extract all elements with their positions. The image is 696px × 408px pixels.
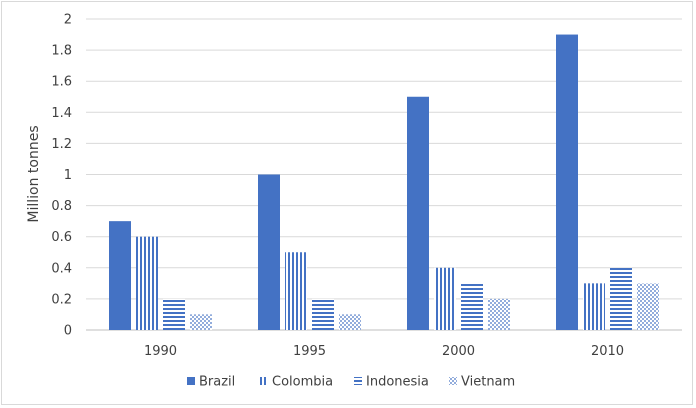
y-tick-label: 0.2: [51, 292, 72, 307]
legend: Brazil Colombia Indonesia Vietnam: [187, 375, 515, 390]
bar-brazil-1990: [109, 221, 131, 330]
bar-colombia-2010: [583, 283, 605, 330]
y-tick-label: 0.4: [51, 261, 72, 276]
y-tick-label: 0.6: [51, 230, 72, 245]
y-tick-label: 1.2: [51, 137, 72, 152]
legend-swatch-indonesia: [354, 377, 362, 385]
x-tick-label: 1995: [293, 344, 326, 359]
bar-brazil-2000: [407, 96, 429, 330]
y-tick-label: 1: [64, 168, 72, 183]
y-axis-ticks: 0 0.2 0.4 0.6 0.8 1 1.2 1.4 1.6 1.8 2: [51, 13, 72, 339]
y-tick-label: 1.4: [51, 106, 72, 121]
legend-swatch-vietnam: [449, 377, 457, 385]
y-tick-label: 1.6: [51, 75, 72, 90]
bar-brazil-2010: [556, 34, 578, 331]
x-tick-label: 2000: [442, 344, 475, 359]
legend-swatch-colombia: [260, 377, 268, 385]
legend-label-colombia: Colombia: [272, 375, 333, 390]
bar-vietnam-2000: [488, 298, 510, 330]
bar-vietnam-1990: [190, 314, 212, 330]
bar-indonesia-1995: [312, 298, 334, 330]
bar-vietnam-1995: [339, 314, 361, 330]
y-tick-label: 0: [64, 324, 72, 339]
legend-label-indonesia: Indonesia: [366, 375, 429, 390]
x-tick-label: 2010: [591, 344, 624, 359]
x-axis-ticks: 1990 1995 2000 2010: [144, 344, 624, 359]
bar-colombia-1990: [136, 236, 158, 330]
gridlines: [86, 18, 682, 331]
y-tick-label: 2: [64, 13, 72, 28]
legend-swatch-brazil: [187, 377, 195, 385]
legend-label-vietnam: Vietnam: [461, 375, 515, 390]
bar-brazil-1995: [258, 174, 280, 330]
bar-colombia-1995: [285, 252, 307, 330]
x-tick-label: 1990: [144, 344, 177, 359]
bar-indonesia-2000: [461, 283, 483, 330]
bars: [109, 34, 659, 331]
bar-vietnam-2010: [637, 283, 659, 330]
bar-indonesia-1990: [163, 298, 185, 330]
y-tick-label: 1.8: [51, 44, 72, 59]
legend-label-brazil: Brazil: [199, 375, 235, 390]
bar-indonesia-2010: [610, 267, 632, 330]
y-axis-label: Million tonnes: [26, 125, 42, 222]
y-tick-label: 0.8: [51, 199, 72, 214]
bar-colombia-2000: [434, 267, 456, 330]
